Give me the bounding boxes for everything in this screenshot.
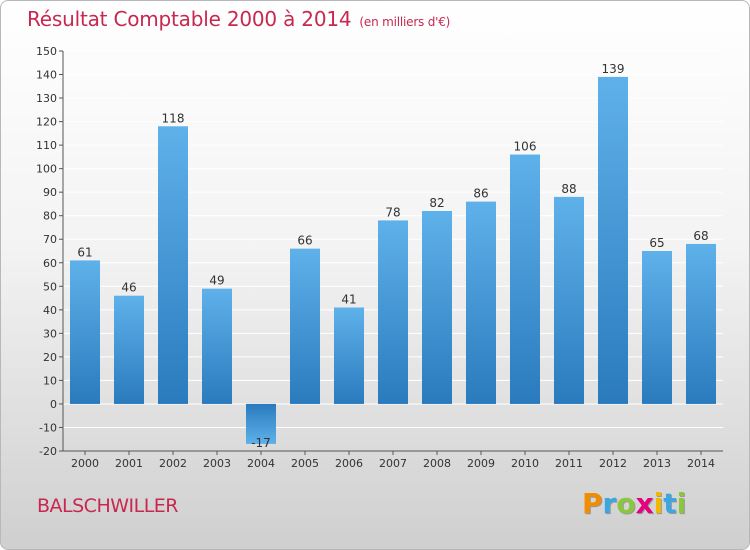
y-tick-label: 50 — [43, 280, 57, 293]
x-tick-label: 2007 — [379, 457, 407, 470]
bar-2007 — [378, 220, 408, 404]
bar-2002 — [158, 126, 188, 404]
town-name: BALSCHWILLER — [37, 495, 179, 517]
bar-2003 — [202, 288, 232, 404]
y-tick-label: 100 — [36, 163, 57, 176]
y-tick-label: 90 — [43, 186, 57, 199]
proxiti-logo: Proxiti — [582, 487, 686, 520]
data-label: 41 — [341, 292, 356, 306]
data-label: 65 — [649, 236, 664, 250]
bar-2008 — [422, 211, 452, 404]
data-label: 68 — [693, 229, 708, 243]
x-tick-label: 2008 — [423, 457, 451, 470]
y-tick-label: 110 — [36, 139, 57, 152]
bar-2004 — [246, 403, 276, 444]
x-tick-label: 2001 — [115, 457, 143, 470]
bar-2001 — [114, 295, 144, 404]
bar-2006 — [334, 307, 364, 404]
data-label: -17 — [251, 436, 271, 450]
x-tick-label: 2003 — [203, 457, 231, 470]
y-tick-label: 20 — [43, 351, 57, 364]
x-tick-label: 2012 — [599, 457, 627, 470]
data-label: 88 — [561, 182, 576, 196]
y-tick-label: 150 — [36, 45, 57, 58]
chart-title-text: Résultat Comptable 2000 à 2014 — [27, 7, 352, 31]
y-tick-label: 10 — [43, 374, 57, 387]
bar-2012 — [598, 76, 628, 404]
data-label: 78 — [385, 205, 400, 219]
logo-letter: t — [663, 487, 677, 520]
data-label: 61 — [77, 245, 92, 259]
logo-letter: r — [602, 487, 617, 520]
x-tick-label: 2011 — [555, 457, 583, 470]
x-tick-label: 2006 — [335, 457, 363, 470]
y-tick-label: 30 — [43, 327, 57, 340]
x-tick-label: 2013 — [643, 457, 671, 470]
data-label: 86 — [473, 187, 488, 201]
bar-2000 — [70, 260, 100, 404]
bar-2009 — [466, 201, 496, 404]
x-tick-label: 2010 — [511, 457, 539, 470]
y-tick-label: 40 — [43, 304, 57, 317]
bar-2005 — [290, 248, 320, 404]
logo-letter: i — [676, 487, 687, 520]
y-tick-label: 0 — [50, 398, 57, 411]
x-tick-label: 2009 — [467, 457, 495, 470]
y-tick-label: 120 — [36, 116, 57, 129]
bar-2014 — [686, 243, 716, 404]
axes: -20 -10 0 10 20 30 40 50 60 70 80 90 100 110 120 130 140… — [36, 45, 723, 470]
data-label: 66 — [297, 234, 312, 248]
x-tick-label: 2004 — [247, 457, 275, 470]
data-labels: 61 46 118 49 -17 66 41 78 82 86 106 88 139 65 68 — [77, 62, 708, 450]
logo-letter: x — [635, 487, 654, 520]
data-label: 106 — [514, 140, 537, 154]
chart-subtitle: (en milliers d'€) — [359, 15, 451, 29]
y-tick-label: 140 — [36, 69, 57, 82]
data-label: 139 — [602, 62, 625, 76]
x-tick-label: 2014 — [687, 457, 715, 470]
y-tick-label: 70 — [43, 233, 57, 246]
logo-letter: o — [616, 487, 636, 520]
chart-title: Résultat Comptable 2000 à 2014 (en millie… — [27, 7, 450, 31]
bars — [70, 76, 716, 444]
logo-letter: i — [653, 487, 664, 520]
x-tick-label: 2000 — [71, 457, 99, 470]
data-label: 46 — [121, 281, 136, 295]
y-tick-label: 80 — [43, 210, 57, 223]
y-tick-label: 60 — [43, 257, 57, 270]
x-tick-label: 2002 — [159, 457, 187, 470]
x-tick-label: 2005 — [291, 457, 319, 470]
y-tick-label: -20 — [39, 445, 57, 458]
y-tick-label: -10 — [39, 421, 57, 434]
bar-2010 — [510, 154, 540, 404]
bar-2011 — [554, 196, 584, 404]
logo-letter: P — [582, 487, 603, 520]
data-label: 49 — [209, 274, 224, 288]
data-label: 82 — [429, 196, 444, 210]
y-tick-label: 130 — [36, 92, 57, 105]
bar-2013 — [642, 251, 672, 404]
data-label: 118 — [162, 111, 185, 125]
